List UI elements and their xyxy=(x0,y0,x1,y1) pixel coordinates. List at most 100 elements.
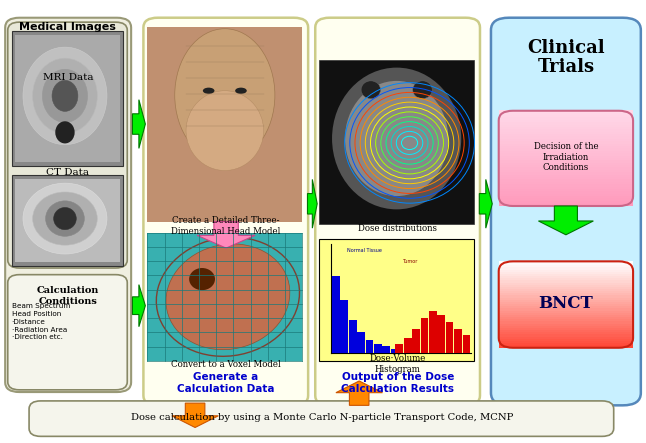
Text: Decision of the
Irradiation
Conditions: Decision of the Irradiation Conditions xyxy=(534,142,598,172)
Bar xyxy=(499,338,633,341)
Ellipse shape xyxy=(332,68,461,210)
Bar xyxy=(499,187,633,189)
FancyBboxPatch shape xyxy=(315,18,480,405)
Text: Medical Images: Medical Images xyxy=(19,22,116,31)
Bar xyxy=(499,196,633,199)
Bar xyxy=(437,315,445,353)
Bar xyxy=(499,317,633,320)
Bar xyxy=(499,298,633,300)
Bar xyxy=(499,177,633,180)
Bar xyxy=(499,163,633,166)
Bar xyxy=(499,313,633,315)
Polygon shape xyxy=(307,179,317,228)
Bar xyxy=(499,120,633,123)
Bar xyxy=(382,346,390,353)
Ellipse shape xyxy=(174,29,275,162)
Bar xyxy=(340,300,348,353)
Ellipse shape xyxy=(345,81,448,196)
Bar xyxy=(499,136,633,140)
Bar xyxy=(499,326,633,328)
Polygon shape xyxy=(197,222,255,248)
Polygon shape xyxy=(172,403,218,427)
Bar xyxy=(499,291,633,294)
Bar xyxy=(404,338,412,353)
Bar xyxy=(357,332,365,353)
Bar xyxy=(499,201,633,204)
Bar xyxy=(499,295,633,298)
Bar xyxy=(499,203,633,206)
Bar xyxy=(499,332,633,335)
Bar xyxy=(499,182,633,185)
Bar xyxy=(499,311,633,313)
Bar xyxy=(349,320,357,353)
Bar xyxy=(499,274,633,276)
Text: Convert to a Voxel Model: Convert to a Voxel Model xyxy=(171,360,281,369)
Bar xyxy=(499,304,633,307)
Bar xyxy=(319,60,474,224)
Bar xyxy=(499,179,633,182)
Bar xyxy=(499,323,633,326)
Bar xyxy=(147,233,302,361)
Polygon shape xyxy=(132,285,145,327)
Ellipse shape xyxy=(189,268,215,290)
Bar xyxy=(499,117,633,120)
Bar xyxy=(499,115,633,118)
Ellipse shape xyxy=(166,244,290,350)
Polygon shape xyxy=(539,206,594,235)
Bar xyxy=(499,110,633,113)
Bar xyxy=(499,165,633,168)
Polygon shape xyxy=(336,381,382,405)
Bar xyxy=(499,263,633,266)
Ellipse shape xyxy=(23,47,107,144)
Bar xyxy=(499,175,633,177)
Bar xyxy=(499,265,633,268)
Bar xyxy=(12,175,123,266)
Bar xyxy=(499,132,633,135)
Ellipse shape xyxy=(52,80,78,111)
Ellipse shape xyxy=(413,81,432,99)
Bar xyxy=(429,311,437,353)
Bar xyxy=(499,306,633,309)
Bar xyxy=(499,276,633,279)
Bar xyxy=(499,330,633,333)
Bar xyxy=(499,144,633,147)
Ellipse shape xyxy=(33,58,98,133)
Bar xyxy=(12,31,123,166)
Bar xyxy=(499,141,633,144)
FancyBboxPatch shape xyxy=(5,18,131,392)
Bar xyxy=(15,179,120,262)
Text: Beam Spectrum
Head Position
·Distance
·Radiation Area
·Direction etc.: Beam Spectrum Head Position ·Distance ·R… xyxy=(12,303,70,341)
Bar xyxy=(412,329,420,353)
Bar xyxy=(366,340,373,353)
Bar xyxy=(499,148,633,151)
Text: Dose calculation by using a Monte Carlo N-particle Transport Code, MCNP: Dose calculation by using a Monte Carlo … xyxy=(130,413,513,422)
Ellipse shape xyxy=(46,201,85,236)
Bar xyxy=(499,293,633,296)
Ellipse shape xyxy=(56,121,75,144)
Bar xyxy=(499,268,633,270)
Bar xyxy=(499,345,633,348)
Text: Clinical
Trials: Clinical Trials xyxy=(527,39,605,76)
Text: Dose distributions: Dose distributions xyxy=(359,224,437,233)
Text: CT Data: CT Data xyxy=(47,168,89,177)
Ellipse shape xyxy=(203,88,214,94)
Text: Generate a
Calculation Data: Generate a Calculation Data xyxy=(178,373,275,394)
Bar xyxy=(446,322,453,353)
Bar xyxy=(499,124,633,128)
Bar xyxy=(499,153,633,156)
Text: MRI Data: MRI Data xyxy=(43,73,93,82)
Bar xyxy=(463,335,470,353)
Bar xyxy=(499,122,633,125)
Bar xyxy=(499,343,633,346)
Bar xyxy=(499,167,633,170)
Ellipse shape xyxy=(33,192,98,245)
Polygon shape xyxy=(132,100,145,148)
Text: Output of the Dose
Calculation Results: Output of the Dose Calculation Results xyxy=(342,373,454,394)
Bar xyxy=(499,134,633,137)
Bar xyxy=(499,272,633,274)
Bar xyxy=(391,349,399,353)
Bar xyxy=(454,329,462,353)
FancyBboxPatch shape xyxy=(29,401,614,436)
Text: Normal Tissue: Normal Tissue xyxy=(347,248,382,253)
Bar xyxy=(499,146,633,149)
